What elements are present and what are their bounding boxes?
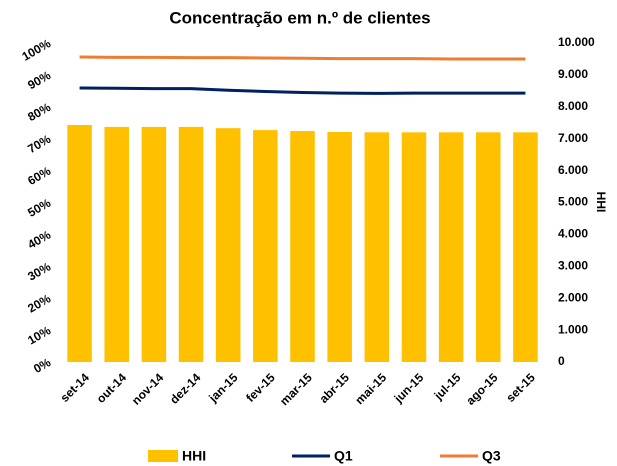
line xyxy=(79,86,526,95)
y2-tick-label: 3.000 xyxy=(558,258,588,272)
bar xyxy=(290,131,315,362)
bar xyxy=(104,126,129,362)
y-tick-label: 90% xyxy=(25,68,53,92)
y-tick-label: 30% xyxy=(25,259,53,283)
x-tick-label: jul-15 xyxy=(431,370,464,403)
bar xyxy=(141,126,167,362)
y-tick-label: 100% xyxy=(19,36,53,64)
y2-tick-label: 8.000 xyxy=(558,99,588,113)
legend-label: Q1 xyxy=(334,448,353,464)
y-tick-label: 0% xyxy=(31,355,53,376)
y2-tick-label: 10.000 xyxy=(558,35,595,49)
x-tick-label: jan-15 xyxy=(205,370,240,405)
x-tick-label: ago-15 xyxy=(463,370,500,407)
y-tick-label: 50% xyxy=(25,196,53,220)
chart-title: Concentração em n.º de clientes xyxy=(169,8,430,27)
bar xyxy=(215,128,241,362)
x-tick-label: jun-15 xyxy=(391,370,427,406)
x-tick-label: out-14 xyxy=(94,370,130,406)
legend-label: HHI xyxy=(182,448,206,464)
y2-axis-label: HHI xyxy=(594,192,608,213)
x-tick-label: mai-15 xyxy=(352,370,389,407)
y-tick-label: 80% xyxy=(25,100,53,124)
y-tick-label: 40% xyxy=(25,227,53,251)
bar xyxy=(401,132,427,362)
y2-tick-label: 1.000 xyxy=(558,322,588,336)
legend-swatch xyxy=(148,450,178,462)
y-tick-label: 60% xyxy=(25,164,53,188)
y2-tick-label: 4.000 xyxy=(558,227,588,241)
y2-tick-label: 2.000 xyxy=(558,290,588,304)
y-tick-label: 70% xyxy=(25,132,53,156)
y-tick-label: 10% xyxy=(25,323,53,347)
bar xyxy=(327,132,352,362)
x-tick-label: nov-14 xyxy=(129,370,166,407)
x-tick-label: dez-14 xyxy=(167,370,204,407)
x-tick-label: set-15 xyxy=(503,370,538,405)
bar xyxy=(67,124,92,362)
y-tick-label: 20% xyxy=(25,291,53,315)
legend-label: Q3 xyxy=(482,448,501,464)
y2-tick-label: 5.000 xyxy=(558,195,588,209)
x-tick-label: mar-15 xyxy=(277,370,315,408)
x-tick-label: set-14 xyxy=(58,370,93,405)
bar xyxy=(513,132,538,362)
x-tick-label: abr-15 xyxy=(317,370,353,406)
bar xyxy=(438,132,464,362)
y2-tick-label: 7.000 xyxy=(558,131,588,145)
bar xyxy=(364,132,390,362)
y2-tick-label: 9.000 xyxy=(558,67,588,81)
bar xyxy=(476,132,501,362)
line xyxy=(79,55,526,61)
y2-tick-label: 0 xyxy=(558,354,565,368)
y2-tick-label: 6.000 xyxy=(558,163,588,177)
x-tick-label: fev-15 xyxy=(243,370,278,405)
bar xyxy=(253,130,278,362)
bar xyxy=(178,126,204,362)
